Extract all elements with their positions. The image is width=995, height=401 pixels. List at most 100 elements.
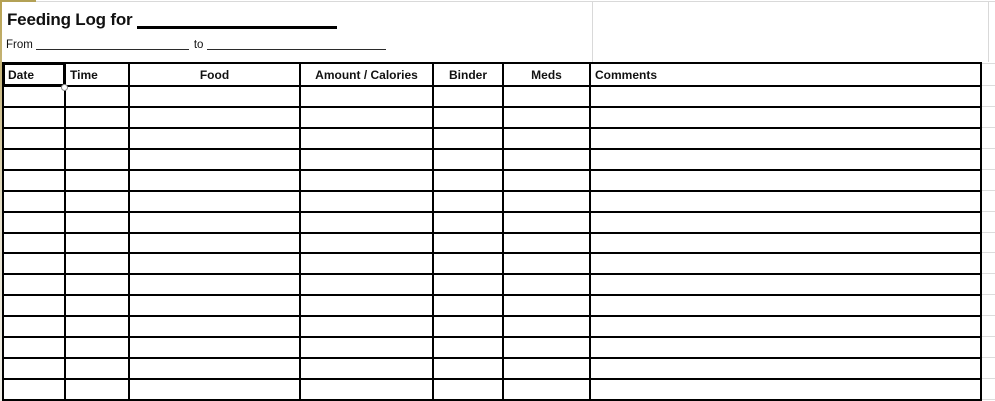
table-cell[interactable] [130,275,299,295]
table-cell[interactable] [504,317,589,337]
table-cell[interactable] [130,128,299,148]
table-cell[interactable] [301,191,432,211]
table-cell[interactable] [434,359,502,379]
table-cell[interactable] [301,359,432,379]
table-cell[interactable] [591,212,980,232]
table-cell[interactable] [130,233,299,253]
table-cell[interactable] [66,338,128,358]
table-cell[interactable] [434,191,502,211]
table-cell[interactable] [591,233,980,253]
table-cell[interactable] [591,191,980,211]
table-cell[interactable] [301,338,432,358]
table-cell[interactable] [434,296,502,316]
table-cell[interactable] [66,128,128,148]
table-cell[interactable] [66,233,128,253]
table-cell[interactable] [301,87,432,106]
table-cell[interactable] [591,359,980,379]
table-cell[interactable] [504,338,589,358]
table-cell[interactable] [504,87,589,106]
table-cell[interactable] [4,275,64,295]
table-cell[interactable] [66,107,128,127]
table-cell[interactable] [591,128,980,148]
table-cell[interactable] [504,359,589,379]
table-cell[interactable] [301,107,432,127]
table-cell[interactable] [434,128,502,148]
table-cell[interactable] [66,212,128,232]
table-cell[interactable] [591,149,980,169]
table-cell[interactable] [130,191,299,211]
table-cell[interactable] [4,296,64,316]
table-cell[interactable] [66,149,128,169]
table-cell[interactable] [301,380,432,399]
table-cell[interactable] [504,380,589,399]
table-cell[interactable] [4,359,64,379]
table-cell[interactable] [4,87,64,106]
table-cell[interactable] [66,296,128,316]
table-cell[interactable] [591,317,980,337]
table-cell[interactable] [4,233,64,253]
table-cell[interactable] [66,275,128,295]
table-cell[interactable] [4,317,64,337]
table-cell[interactable] [591,380,980,399]
table-cell[interactable] [4,212,64,232]
table-cell[interactable] [591,254,980,274]
table-cell[interactable] [4,338,64,358]
table-cell[interactable] [434,380,502,399]
table-cell[interactable] [66,254,128,274]
table-cell[interactable] [130,107,299,127]
table-cell[interactable] [130,359,299,379]
table-cell[interactable] [434,338,502,358]
table-cell[interactable] [66,380,128,399]
table-cell[interactable] [434,170,502,190]
table-cell[interactable] [434,275,502,295]
table-cell[interactable] [66,191,128,211]
table-cell[interactable] [66,317,128,337]
table-cell[interactable] [66,87,128,106]
table-cell[interactable] [130,170,299,190]
table-cell[interactable] [591,107,980,127]
table-cell[interactable] [4,380,64,399]
column-header-food[interactable]: Food [130,64,299,85]
table-cell[interactable] [504,233,589,253]
table-cell[interactable] [504,107,589,127]
table-cell[interactable] [504,296,589,316]
table-cell[interactable] [504,191,589,211]
table-cell[interactable] [434,149,502,169]
column-header-binder[interactable]: Binder [434,64,502,85]
table-cell[interactable] [4,191,64,211]
fill-handle[interactable] [61,84,68,91]
table-cell[interactable] [434,87,502,106]
column-header-meds[interactable]: Meds [504,64,589,85]
table-cell[interactable] [301,233,432,253]
column-header-comments[interactable]: Comments [591,64,980,85]
table-cell[interactable] [591,275,980,295]
table-cell[interactable] [4,107,64,127]
table-cell[interactable] [504,275,589,295]
table-cell[interactable] [4,254,64,274]
table-cell[interactable] [301,317,432,337]
table-cell[interactable] [301,149,432,169]
table-cell[interactable] [130,380,299,399]
table-cell[interactable] [301,275,432,295]
table-cell[interactable] [66,359,128,379]
table-cell[interactable] [130,296,299,316]
table-cell[interactable] [591,296,980,316]
column-header-amount-calories[interactable]: Amount / Calories [301,64,432,85]
table-cell[interactable] [130,254,299,274]
table-cell[interactable] [130,317,299,337]
table-cell[interactable] [66,170,128,190]
table-cell[interactable] [301,296,432,316]
table-cell[interactable] [130,212,299,232]
table-cell[interactable] [4,149,64,169]
table-cell[interactable] [4,170,64,190]
table-cell[interactable] [301,212,432,232]
table-cell[interactable] [434,212,502,232]
table-cell[interactable] [504,128,589,148]
table-cell[interactable] [504,254,589,274]
column-header-time[interactable]: Time [66,64,128,85]
table-cell[interactable] [301,254,432,274]
table-cell[interactable] [4,128,64,148]
table-cell[interactable] [434,107,502,127]
table-cell[interactable] [434,233,502,253]
table-cell[interactable] [591,338,980,358]
